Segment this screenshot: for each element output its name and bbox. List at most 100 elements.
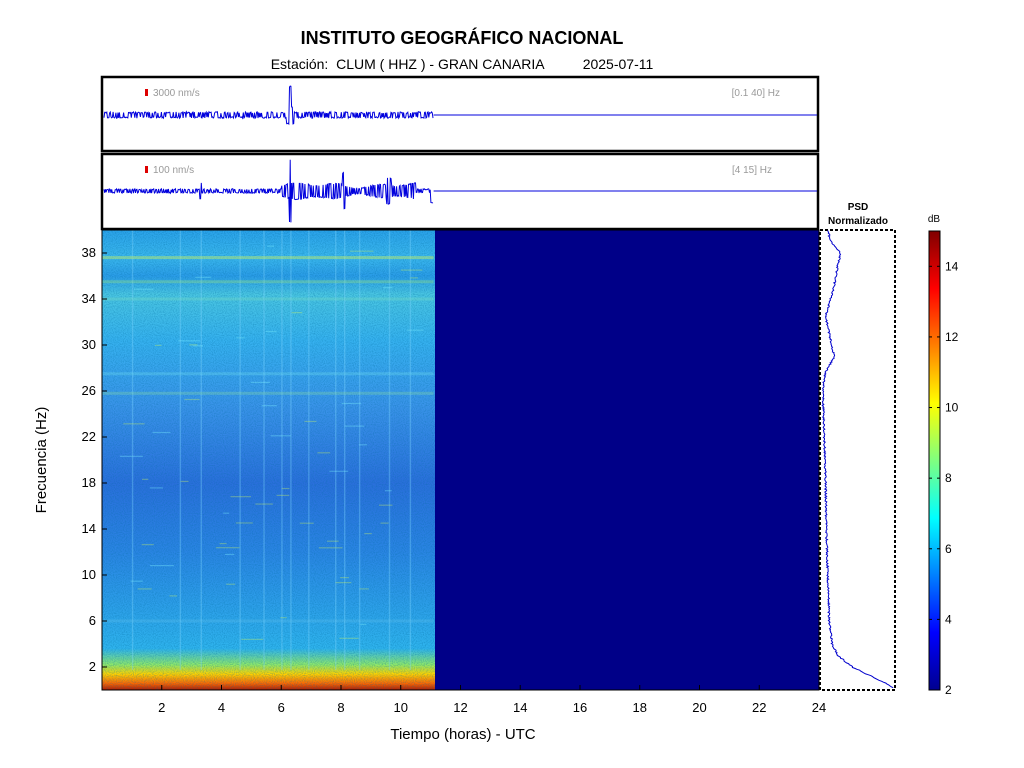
spectrogram-speckle <box>219 542 227 545</box>
spectrogram-speckle <box>195 276 212 278</box>
spectrogram-speckle <box>291 312 303 314</box>
y-tick-label: 6 <box>89 613 96 628</box>
spectrogram: 2 4 6 8 10 12 14 16 18 20 22 24 261014182226303438 … <box>33 229 826 743</box>
spectrogram-band <box>102 280 434 284</box>
spectrogram-speckle <box>341 402 362 405</box>
y-tick-label: 2 <box>89 659 96 674</box>
y-tick-label: 10 <box>82 567 96 582</box>
y-tick-label: 38 <box>82 245 96 260</box>
spectrogram-speckle <box>304 420 317 423</box>
spectrogram-speckle <box>276 494 290 496</box>
spectrogram-speckle <box>299 522 314 524</box>
x-tick-label: 16 <box>573 700 587 715</box>
psd-panel: PSD Normalizado <box>819 202 896 691</box>
spectrogram-streak <box>409 230 412 670</box>
figure-title: INSTITUTO GEOGRÁFICO NACIONAL <box>300 28 624 48</box>
spectrogram-streak <box>239 230 241 670</box>
y-axis-title: Frecuencia (Hz) <box>33 407 50 514</box>
spectrogram-speckle <box>133 288 154 290</box>
spectrogram-speckle <box>215 547 240 549</box>
spectrogram-streak <box>388 230 391 670</box>
x-tick-label: 14 <box>513 700 527 715</box>
x-tick-label: 12 <box>453 700 467 715</box>
trace-waveform <box>103 159 434 223</box>
spectrogram-streak <box>200 230 202 670</box>
spectrogram-speckle <box>236 337 245 339</box>
colorbar: dB 2 4 6 8 10 12 14 <box>928 214 959 697</box>
spectrogram-speckle <box>255 503 273 505</box>
spectrogram-speckle <box>384 490 392 492</box>
spectrogram-speckle <box>141 544 154 546</box>
spectrogram-speckle <box>169 595 178 597</box>
trace-panel-filtered: 100 nm/s [4 15] Hz <box>100 152 820 231</box>
spectrogram-streak <box>131 230 134 670</box>
psd-curve <box>821 230 894 689</box>
colorbar-tick-label: 2 <box>945 683 952 697</box>
spectrogram-streak <box>281 230 283 670</box>
colorbar-tick-label: 4 <box>945 612 952 626</box>
spectrogram-noise <box>102 230 435 690</box>
spectrogram-speckle <box>119 455 143 457</box>
colorbar-tick-label: 10 <box>945 401 959 415</box>
scale-bar-icon <box>145 89 148 96</box>
spectrogram-speckle <box>137 588 152 590</box>
spectrogram-speckle <box>339 637 359 639</box>
trace-line <box>103 159 817 223</box>
y-tick-label: 30 <box>82 337 96 352</box>
spectrogram-band <box>102 619 434 623</box>
scale-label: 100 nm/s <box>153 165 194 176</box>
scale-bar-icon <box>145 166 148 173</box>
spectrogram-speckle <box>360 623 367 626</box>
spectrogram-speckle <box>241 638 264 640</box>
spectrogram-speckle <box>178 340 200 342</box>
spectrogram-speckle <box>335 582 352 584</box>
spectrogram-speckle <box>261 405 277 407</box>
spectrogram-speckle <box>400 269 423 271</box>
spectrogram-speckle <box>225 553 235 556</box>
spectrogram-speckle <box>235 522 253 524</box>
station-line: Estación: CLUM ( HHZ ) - GRAN CANARIA 20… <box>0 56 924 72</box>
spectrogram-band <box>102 391 434 395</box>
y-tick-label: 22 <box>82 429 96 444</box>
spectrogram-speckle <box>380 522 389 524</box>
colorbar-tick-label: 14 <box>945 259 959 273</box>
station-prefix: Estación: <box>270 56 329 72</box>
spectrogram-speckle <box>318 547 343 549</box>
spectrogram-speckle <box>378 504 393 506</box>
colorbar-tick-label: 6 <box>945 542 952 556</box>
spectrogram-speckle <box>250 381 270 384</box>
spectrogram-speckle <box>281 487 290 490</box>
spectrogram-streak <box>335 230 337 670</box>
spectrogram-streak <box>308 230 310 670</box>
spectrogram-band <box>102 256 434 260</box>
psd-frame <box>819 229 896 691</box>
x-tick-label: 6 <box>278 700 285 715</box>
spectrogram-speckle <box>349 250 374 252</box>
spectrogram-streak <box>358 230 361 670</box>
spectrogram-speckle <box>130 580 143 582</box>
spectrogram-empty-region <box>435 230 819 690</box>
spectrogram-speckle <box>359 444 368 446</box>
station-date: 2025-07-11 <box>582 56 654 72</box>
x-tick-label: 2 <box>158 700 165 715</box>
colorbar-gradient <box>928 230 941 691</box>
x-tick-label: 20 <box>692 700 706 715</box>
filter-label: [4 15] Hz <box>732 165 772 176</box>
x-tick-label: 18 <box>633 700 647 715</box>
colorbar-tick-label: 8 <box>945 471 952 485</box>
spectrogram-speckle <box>406 329 424 331</box>
spectrogram-speckle <box>326 540 339 542</box>
spectrogram-speckle <box>154 344 162 346</box>
spectrogram-speckle <box>152 431 171 434</box>
trace-line <box>103 85 817 126</box>
spectrogram-speckle <box>340 576 349 579</box>
spectrogram-speckle <box>184 398 200 401</box>
spectrogram-speckle <box>123 423 145 425</box>
colorbar-label: dB <box>928 214 941 225</box>
spectrogram-speckle <box>149 487 163 489</box>
trace-panel-broadband: 3000 nm/s [0.1 40] Hz <box>100 75 820 153</box>
spectrogram-speckle <box>265 330 277 333</box>
spectrogram-speckle <box>280 617 287 619</box>
spectrogram-speckle <box>230 496 251 498</box>
spectrogram-speckle <box>317 452 331 454</box>
